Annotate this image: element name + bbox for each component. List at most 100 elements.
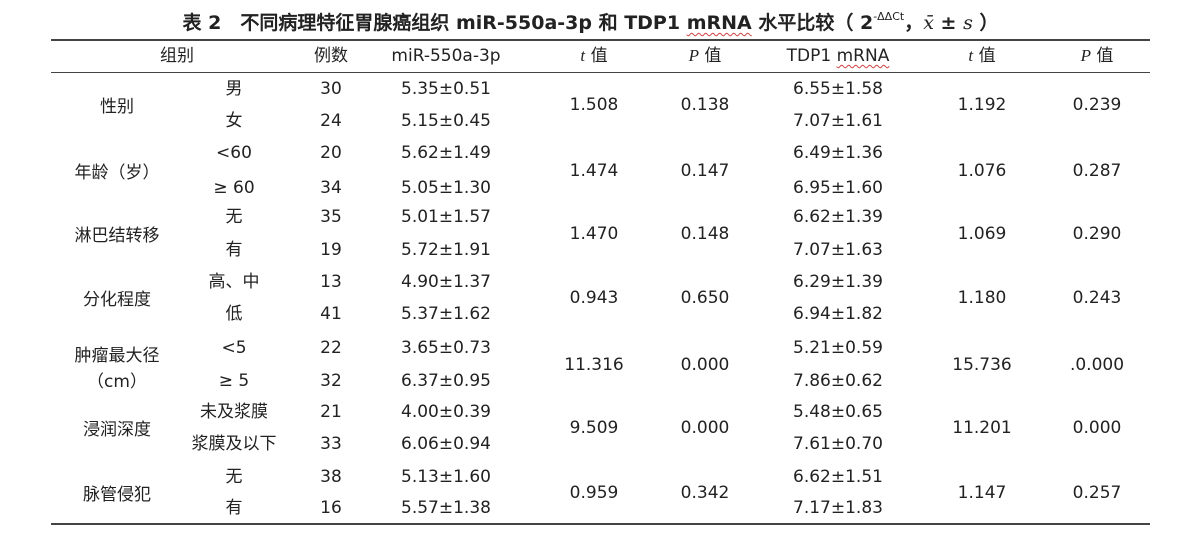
- title-mean-symbol: x̄: [923, 12, 934, 34]
- header-p2-label: 值: [1090, 46, 1114, 66]
- p-value-tdp1: 0.257: [1072, 483, 1122, 503]
- tdp1-value: 7.86±0.62: [793, 371, 883, 391]
- header-p2-symbol: P: [1080, 46, 1091, 65]
- case-count: 30: [320, 79, 342, 99]
- subgroup-label: 无: [225, 467, 243, 487]
- t-value-mir: 0.943: [569, 288, 619, 308]
- subgroup-label: 低: [225, 304, 243, 324]
- header-rule: [51, 72, 1150, 73]
- group-name: 年龄（岁）: [74, 163, 160, 183]
- p-value-mir: 0.342: [680, 483, 730, 503]
- tdp1-value: 6.55±1.58: [793, 79, 883, 99]
- group-name: 浸润深度: [83, 420, 151, 440]
- p-value-tdp1: .0.000: [1069, 355, 1125, 375]
- group-name: 脉管侵犯: [83, 485, 151, 505]
- mir-value: 5.72±1.91: [401, 240, 491, 260]
- header-t2: t 值: [968, 46, 995, 66]
- p-value-tdp1: 0.290: [1072, 224, 1122, 244]
- title-plusminus: ±: [933, 12, 964, 34]
- p-value-mir: 0.138: [680, 95, 730, 115]
- t-value-mir: 1.470: [569, 224, 619, 244]
- title-text-mid: 水平比较（ 2: [751, 12, 874, 34]
- mir-value: 5.13±1.60: [401, 467, 491, 487]
- t-value-mir: 11.316: [564, 355, 624, 375]
- subgroup-label: 有: [225, 240, 243, 260]
- header-tdp1-mrna: mRNA: [836, 46, 890, 66]
- mir-value: 5.35±0.51: [401, 79, 491, 99]
- p-value-tdp1: 0.000: [1072, 418, 1122, 438]
- title-sd-symbol: s: [963, 12, 973, 34]
- tdp1-value: 5.48±0.65: [793, 402, 883, 422]
- subgroup-label: ≥ 60: [213, 178, 255, 198]
- t-value-tdp1: 11.201: [952, 418, 1012, 438]
- subgroup-label: 未及浆膜: [200, 402, 268, 422]
- p-value-tdp1: 0.243: [1072, 288, 1122, 308]
- subgroup-label: 浆膜及以下: [191, 434, 277, 454]
- t-value-mir: 0.959: [569, 483, 619, 503]
- subgroup-label: 有: [225, 498, 243, 518]
- t-value-tdp1: 15.736: [952, 355, 1012, 375]
- subgroup-label: ≥ 5: [218, 371, 250, 391]
- mir-value: 5.15±0.45: [401, 111, 491, 131]
- group-name: 分化程度: [83, 290, 151, 310]
- t-value-mir: 1.508: [569, 95, 619, 115]
- table-title: 表 2 不同病理特征胃腺癌组织 miR-550a-3p 和 TDP1 mRNA …: [0, 8, 1181, 35]
- header-mir: miR-550a-3p: [391, 46, 501, 66]
- mir-value: 4.00±0.39: [401, 402, 491, 422]
- case-count: 32: [320, 371, 342, 391]
- case-count: 20: [320, 143, 342, 163]
- case-count: 16: [320, 498, 342, 518]
- case-count: 24: [320, 111, 342, 131]
- p-value-mir: 0.000: [680, 418, 730, 438]
- top-rule: [51, 39, 1150, 41]
- mir-value: 5.62±1.49: [401, 143, 491, 163]
- header-t1-label: 值: [585, 46, 608, 66]
- mir-value: 4.90±1.37: [401, 272, 491, 292]
- header-p1-label: 值: [698, 46, 722, 66]
- mir-value: 5.37±1.62: [401, 304, 491, 324]
- case-count: 35: [320, 207, 342, 227]
- case-count: 21: [320, 402, 342, 422]
- header-t1: t 值: [580, 46, 607, 66]
- header-p1-symbol: P: [688, 46, 699, 65]
- tdp1-value: 6.94±1.82: [793, 304, 883, 324]
- case-count: 19: [320, 240, 342, 260]
- subgroup-label: 男: [225, 79, 243, 99]
- bottom-rule: [51, 523, 1150, 525]
- t-value-tdp1: 1.076: [957, 161, 1007, 181]
- mir-value: 6.37±0.95: [401, 371, 491, 391]
- p-value-tdp1: 0.287: [1072, 161, 1122, 181]
- title-separator: ，: [904, 12, 924, 34]
- mir-value: 5.57±1.38: [401, 498, 491, 518]
- title-mrna: mRNA: [686, 12, 752, 34]
- tdp1-value: 5.21±0.59: [793, 338, 883, 358]
- title-text: 表 2 不同病理特征胃腺癌组织 miR-550a-3p 和 TDP1: [182, 12, 687, 34]
- header-p2: P 值: [1081, 46, 1114, 66]
- case-count: 41: [320, 304, 342, 324]
- tdp1-value: 6.62±1.51: [793, 467, 883, 487]
- header-cases: 例数: [314, 46, 348, 66]
- t-value-tdp1: 1.069: [957, 224, 1007, 244]
- title-close: ）: [972, 12, 999, 34]
- subgroup-label: 无: [225, 207, 243, 227]
- case-count: 13: [320, 272, 342, 292]
- case-count: 38: [320, 467, 342, 487]
- header-tdp1: TDP1 mRNA: [787, 46, 890, 66]
- header-group: 组别: [160, 46, 194, 66]
- tdp1-value: 7.07±1.63: [793, 240, 883, 260]
- p-value-tdp1: 0.239: [1072, 95, 1122, 115]
- tdp1-value: 7.17±1.83: [793, 498, 883, 518]
- mir-value: 5.01±1.57: [401, 207, 491, 227]
- tdp1-value: 7.07±1.61: [793, 111, 883, 131]
- tdp1-value: 6.95±1.60: [793, 178, 883, 198]
- t-value-tdp1: 1.192: [957, 95, 1007, 115]
- case-count: 22: [320, 338, 342, 358]
- header-t1-symbol: t: [580, 46, 586, 65]
- subgroup-label: <5: [221, 338, 247, 358]
- mir-value: 6.06±0.94: [401, 434, 491, 454]
- p-value-mir: 0.147: [680, 161, 730, 181]
- header-t2-symbol: t: [968, 46, 974, 65]
- header-tdp1-prefix: TDP1: [786, 46, 837, 66]
- group-name: 淋巴结转移: [74, 226, 160, 246]
- case-count: 33: [320, 434, 342, 454]
